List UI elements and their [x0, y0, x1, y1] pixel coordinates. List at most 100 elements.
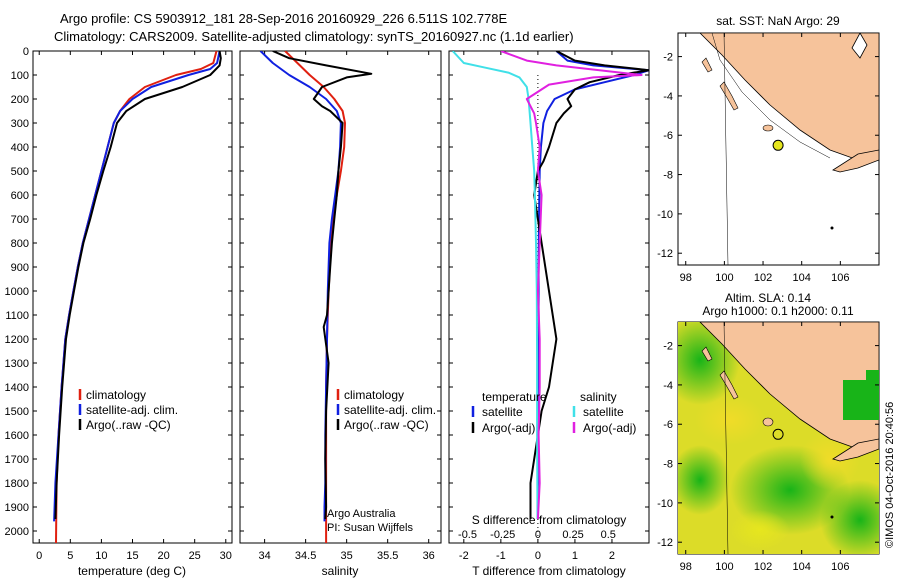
salinity-annotation-2: PI: Susan Wijffels — [327, 522, 413, 534]
depth-ticks: 0 100 200 300 400 500 600 700 800 900 1000 1100 1200… — [5, 46, 232, 538]
s-tick-label: 0.5 — [601, 529, 616, 541]
depth-tick-label: 1900 — [5, 502, 29, 514]
salinity-ticks: 34 34.5 35 35.5 36 — [258, 51, 435, 562]
salinity-satellite-line — [451, 51, 539, 520]
sla-map-field — [678, 322, 879, 554]
side-credit: ©IMOS 04-Oct-2016 20:40:56 — [884, 402, 896, 548]
s-tick-label: -0.5 — [458, 529, 477, 541]
depth-tick-label: 300 — [11, 118, 29, 130]
depth-tick-label: 1500 — [5, 406, 29, 418]
difference-legend: temperature salinity satellite Argo(-adj)… — [471, 390, 636, 435]
lat-tick-label: -10 — [657, 498, 673, 510]
lat-tick-label: -6 — [663, 130, 673, 142]
lat-tick-label: -8 — [663, 170, 673, 182]
x-tick-label: 10 — [95, 550, 107, 562]
x-tick-label: 34 — [258, 550, 270, 562]
x-tick-label: -2 — [459, 550, 469, 562]
depth-tick-label: 400 — [11, 142, 29, 154]
depth-tick-label: 1000 — [5, 286, 29, 298]
header-line-2: Climatology: CARS2009. Satellite-adjuste… — [54, 29, 574, 44]
legend-salinity-title: salinity — [580, 390, 617, 404]
lon-tick-label: 106 — [831, 561, 849, 573]
lon-tick-label: 98 — [680, 561, 692, 573]
x-tick-label: 34.5 — [295, 550, 316, 562]
lat-tick-label: -6 — [663, 419, 673, 431]
lat-tick-label: -8 — [663, 459, 673, 471]
sla-map-profile-marker — [772, 428, 784, 440]
argo-raw-qc-line — [54, 51, 222, 520]
depth-tick-label: 200 — [11, 94, 29, 106]
sla-map: Altim. SLA: 0.14 Argo h1000: 0.1 h2000: … — [657, 291, 880, 573]
lon-tick-label: 98 — [680, 272, 692, 284]
sst-map-land — [699, 33, 879, 265]
x-tick-label: 1 — [572, 550, 578, 562]
depth-tick-label: 2000 — [5, 526, 29, 538]
temperature-xlabel: temperature (deg C) — [78, 564, 186, 578]
sla-map-subtitle: Argo h1000: 0.1 h2000: 0.11 — [702, 304, 854, 318]
x-tick-label: 0 — [535, 550, 541, 562]
sla-map-lon-ticks: 98 100 102 104 106 — [680, 322, 850, 573]
x-tick-label: 15 — [126, 550, 138, 562]
lat-tick-label: -12 — [657, 537, 673, 549]
s-tick-label: -0.25 — [490, 529, 515, 541]
depth-tick-label: 900 — [11, 262, 29, 274]
temperature-axes — [32, 50, 233, 544]
legend-label: Argo(-adj) — [482, 421, 535, 435]
x-tick-label: 2 — [609, 550, 615, 562]
header-line-1: Argo profile: CS 5903912_181 28-Sep-2016… — [60, 11, 508, 26]
difference-series — [451, 51, 649, 520]
x-tick-label: -1 — [496, 550, 506, 562]
depth-tick-label: 700 — [11, 214, 29, 226]
legend-label: Argo(..raw -QC) — [86, 418, 171, 432]
difference-depth-ticks — [449, 50, 649, 532]
salinity-annotation-1: Argo Australia — [327, 508, 396, 520]
lat-tick-label: -2 — [663, 341, 673, 353]
argo-raw-qc-line — [272, 51, 373, 520]
lat-tick-label: -4 — [663, 91, 673, 103]
legend-label: satellite-adj. clim. — [86, 403, 178, 417]
sst-map-profile-marker — [772, 139, 784, 151]
s-difference-label: S difference from climatology — [472, 513, 627, 527]
sst-map: sat. SST: NaN Argo: 29 98 100 102 104 106 -2… — [657, 14, 880, 284]
lon-tick-label: 100 — [715, 561, 733, 573]
temperature-argo-adj-line — [529, 51, 649, 519]
lat-tick-label: -12 — [657, 248, 673, 260]
depth-tick-label: 600 — [11, 190, 29, 202]
salinity-panel: 34 34.5 35 35.5 36 climatologysatellite-adj.… — [239, 50, 442, 578]
legend-label: satellite — [583, 405, 624, 419]
s-tick-label: 0.25 — [562, 529, 583, 541]
depth-tick-label: 1200 — [5, 334, 29, 346]
sst-map-lat-ticks: -2 -4 -6 -8 -10 -12 — [657, 52, 879, 260]
lon-tick-label: 102 — [754, 561, 772, 573]
temperature-panel: 0100200300400500600700800900100011001200… — [5, 46, 233, 578]
depth-tick-label: 1800 — [5, 478, 29, 490]
lat-tick-label: -4 — [663, 380, 673, 392]
sla-map-lat-ticks: -2 -4 -6 -8 -10 -12 — [657, 341, 879, 549]
legend-label: climatology — [86, 388, 146, 402]
x-tick-label: 35.5 — [377, 550, 398, 562]
x-tick-label: 5 — [67, 550, 73, 562]
legend-label: climatology — [344, 388, 404, 402]
x-tick-label: 35 — [341, 550, 353, 562]
salinity-depth-ticks — [240, 50, 441, 532]
legend-label: satellite-adj. clim. — [344, 403, 436, 417]
sla-map-title: Altim. SLA: 0.14 — [725, 291, 811, 305]
temperature-ticks: 0 5 10 15 20 25 30 — [36, 51, 232, 562]
depth-tick-label: 800 — [11, 238, 29, 250]
lon-tick-label: 100 — [715, 272, 733, 284]
depth-tick-label: 1700 — [5, 454, 29, 466]
x-tick-label: 20 — [157, 550, 169, 562]
lon-tick-label: 104 — [793, 272, 811, 284]
legend-temperature-title: temperature — [482, 390, 547, 404]
lon-tick-label: 104 — [793, 561, 811, 573]
x-tick-label: 30 — [220, 550, 232, 562]
depth-tick-label: 1600 — [5, 430, 29, 442]
depth-tick-label: 0 — [23, 46, 29, 58]
legend-label: Argo(..raw -QC) — [344, 418, 429, 432]
lon-tick-label: 102 — [754, 272, 772, 284]
depth-tick-label: 1400 — [5, 382, 29, 394]
sst-map-lon-ticks: 98 100 102 104 106 — [680, 33, 850, 284]
